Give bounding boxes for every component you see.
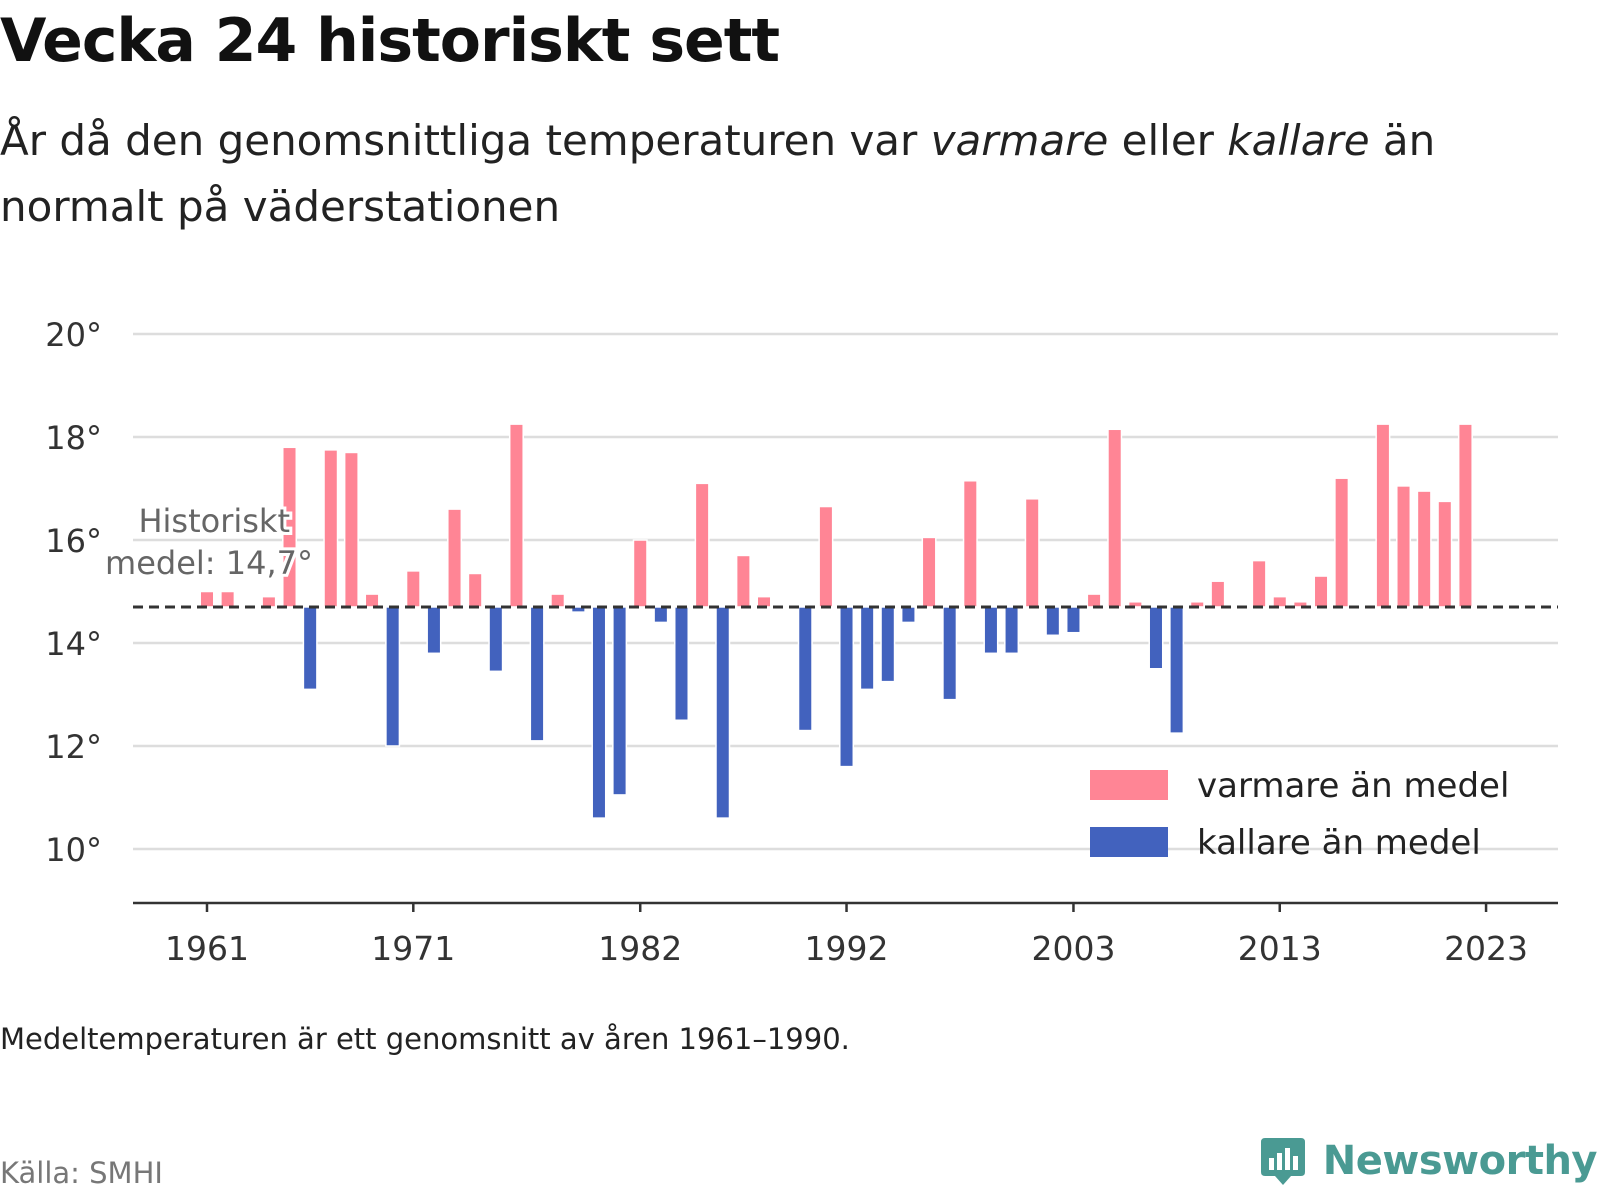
chart-subtitle: År då den genomsnittliga temperaturen va…	[0, 108, 1540, 240]
bar-1975	[488, 606, 504, 673]
y-tick-label: 12°	[45, 728, 102, 766]
bar-1999	[983, 606, 999, 655]
x-tick-label: 2013	[1238, 929, 1322, 968]
bar-1964	[261, 595, 277, 608]
bar-1992	[839, 606, 855, 768]
x-tick-label: 1992	[805, 929, 889, 968]
bar-1996	[921, 536, 937, 608]
brand-name: Newsworthy	[1322, 1138, 1598, 1184]
subtitle-text-2: eller	[1108, 116, 1228, 165]
bar-2007	[1148, 606, 1164, 670]
bar-1993	[859, 606, 875, 691]
x-tick-label: 1971	[371, 929, 455, 968]
bar-1978	[550, 593, 566, 608]
bar-1980	[591, 606, 607, 819]
bar-1983	[653, 606, 669, 624]
bar-2010	[1210, 580, 1226, 608]
bar-1990	[797, 606, 813, 732]
bar-1971	[405, 570, 421, 608]
bar-1979	[570, 606, 586, 613]
bar-2004	[1086, 593, 1102, 608]
source-label: Källa: SMHI	[0, 1156, 163, 1190]
x-axis-ticks: 1961 1971 1982 1992 2003 2013 2023	[165, 903, 1528, 968]
legend-label: kallare än medel	[1197, 823, 1481, 863]
subtitle-emphasis-colder: kallare	[1227, 116, 1370, 165]
bar-1994	[880, 606, 896, 683]
bar-1973	[447, 508, 463, 608]
bar-2002	[1045, 606, 1061, 637]
bar-2015	[1313, 575, 1329, 608]
baseline-label-line1: Historiskt	[138, 502, 290, 540]
y-tick-label: 14°	[45, 625, 102, 663]
legend-swatch	[1090, 827, 1168, 857]
bar-2008	[1169, 606, 1185, 734]
bar-1987	[735, 554, 751, 608]
bar-2014	[1292, 601, 1308, 608]
x-tick-label: 2003	[1031, 929, 1115, 968]
bar-2012	[1251, 559, 1267, 608]
bar-1965	[282, 446, 298, 608]
bar-1961	[199, 590, 215, 608]
bar-1970	[385, 606, 401, 747]
bar-2020	[1416, 490, 1432, 608]
bar-2022	[1457, 423, 1473, 608]
x-tick-label: 1961	[165, 929, 249, 968]
legend: varmare än medel kallare än medel	[1090, 766, 1509, 863]
bar-1985	[694, 482, 710, 608]
y-tick-label: 18°	[45, 419, 102, 457]
bar-1986	[715, 606, 731, 819]
y-tick-label: 10°	[45, 831, 102, 869]
bar-2001	[1024, 498, 1040, 608]
y-tick-label: 20°	[45, 316, 102, 354]
newsworthy-icon	[1260, 1138, 1305, 1185]
subtitle-text-3: än normalt på väderstationen	[0, 116, 1436, 231]
bar-2005	[1107, 428, 1123, 608]
bar-2000	[1004, 606, 1020, 655]
bar-1977	[529, 606, 545, 742]
x-tick-label: 2023	[1444, 929, 1528, 968]
bar-2006	[1127, 601, 1143, 608]
bar-1991	[818, 505, 834, 608]
legend-label: varmare än medel	[1197, 766, 1509, 806]
bar-1981	[612, 606, 628, 796]
brand-logo: Newsworthy	[1260, 1136, 1598, 1186]
bar-1982	[632, 539, 648, 608]
bar-1968	[343, 451, 359, 608]
bar-chart: 10° 12° 14° 16° 18° 20° Historiskt medel: 14,…	[45, 316, 1558, 968]
bar-2021	[1437, 500, 1453, 608]
legend-swatch	[1090, 770, 1168, 800]
bar-1984	[673, 606, 689, 722]
bar-1988	[756, 595, 772, 608]
chart-title: Vecka 24 historiskt sett	[0, 6, 780, 76]
bar-1967	[323, 449, 339, 608]
subtitle-text-1: År då den genomsnittliga temperaturen va…	[0, 116, 931, 165]
bar-1969	[364, 593, 380, 608]
bar-2003	[1065, 606, 1081, 634]
bar-1976	[508, 423, 524, 608]
bar-1962	[220, 590, 236, 608]
bars	[199, 423, 1494, 819]
bar-2013	[1272, 595, 1288, 608]
bar-2018	[1375, 423, 1391, 608]
subtitle-emphasis-warmer: varmare	[930, 116, 1109, 165]
bar-1995	[900, 606, 916, 624]
bar-1997	[942, 606, 958, 701]
baseline-label-line2: medel: 14,7°	[105, 544, 313, 582]
x-tick-label: 1982	[598, 929, 682, 968]
bar-2019	[1396, 485, 1412, 608]
y-tick-label: 16°	[45, 522, 102, 560]
footnote: Medeltemperaturen är ett genomsnitt av å…	[0, 1022, 850, 1056]
bar-1974	[467, 572, 483, 608]
bar-2016	[1334, 477, 1350, 608]
y-axis-ticks: 10° 12° 14° 16° 18° 20°	[45, 316, 102, 869]
bar-1972	[426, 606, 442, 655]
gridlines	[133, 332, 1558, 851]
bar-1998	[962, 480, 978, 608]
bar-1966	[302, 606, 318, 691]
